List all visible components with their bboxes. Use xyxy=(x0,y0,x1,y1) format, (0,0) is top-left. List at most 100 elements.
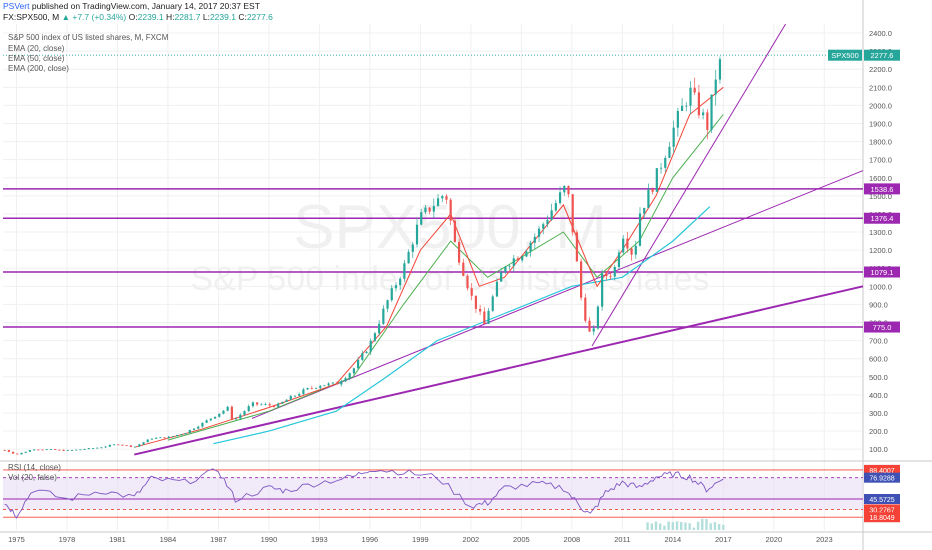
candle-body xyxy=(512,258,515,266)
time-tick-label: 1981 xyxy=(109,535,126,544)
candle-body xyxy=(209,418,212,421)
legend-ema50[interactable]: EMA (50, close) xyxy=(8,54,65,63)
candle-body xyxy=(529,242,532,252)
legend-ema20[interactable]: EMA (20, close) xyxy=(8,44,65,53)
price-tick-label: 1300.0 xyxy=(869,228,892,237)
rsi-level-label: 76.9288 xyxy=(869,476,894,483)
candle-body xyxy=(192,428,196,430)
candle-body xyxy=(378,323,381,334)
trend-line xyxy=(134,285,864,456)
volume-bar xyxy=(675,521,679,530)
candle-body xyxy=(75,449,78,451)
volume-bar xyxy=(717,524,721,530)
candle-body xyxy=(96,447,99,449)
candle-body xyxy=(125,445,128,447)
time-tick-label: 2023 xyxy=(816,535,833,544)
candle-body xyxy=(457,242,461,263)
candle-body xyxy=(62,449,65,451)
volume-bar xyxy=(680,522,683,530)
high-label: H: xyxy=(165,12,175,22)
candle-body xyxy=(251,402,255,407)
candle-body xyxy=(176,434,179,437)
candle-body xyxy=(369,340,372,352)
candle-body xyxy=(390,288,393,301)
candle-body xyxy=(411,244,414,252)
candle-body xyxy=(680,105,684,111)
candle-body xyxy=(234,418,238,420)
volume-bar xyxy=(663,525,666,530)
rsi-level-label: 18.8049 xyxy=(869,515,894,522)
candle-body xyxy=(302,389,305,395)
main-pane: SPX500 xyxy=(3,23,864,456)
candle-body xyxy=(66,450,69,451)
candle-body xyxy=(445,196,448,200)
grid xyxy=(3,24,863,530)
candle-body xyxy=(664,157,667,168)
candle-body xyxy=(104,446,107,448)
candle-body xyxy=(449,199,452,221)
candle-body xyxy=(184,433,187,435)
volume-legend[interactable]: Vol (20, false) xyxy=(8,473,57,482)
level-tag xyxy=(864,321,900,333)
candle-body xyxy=(45,449,48,451)
candle-body xyxy=(432,206,435,212)
candle-body xyxy=(323,385,326,387)
time-tick-label: 1990 xyxy=(261,535,278,544)
rsi-legend[interactable]: RSI (14, close) xyxy=(8,463,61,472)
candle-body xyxy=(335,382,339,385)
time-tick-label: 1987 xyxy=(210,535,227,544)
candle-body xyxy=(150,438,154,440)
candle-body xyxy=(226,406,229,411)
volume-bars xyxy=(646,518,725,530)
candle-body xyxy=(180,434,183,436)
candle-body xyxy=(533,236,536,243)
legend-ema200[interactable]: EMA (200, close) xyxy=(8,64,69,73)
time-tick-label: 2017 xyxy=(715,535,732,544)
close-label: C: xyxy=(238,12,247,22)
high-value: 2281.7 xyxy=(174,12,201,22)
price-tick-label: 300.0 xyxy=(869,409,888,418)
candle-body xyxy=(403,263,406,279)
author-link[interactable]: PSVert xyxy=(3,1,30,11)
candle-body xyxy=(163,437,166,439)
candle-body xyxy=(298,394,301,396)
candle-body xyxy=(592,328,595,332)
candle-body xyxy=(697,92,701,116)
last-price-tag xyxy=(864,49,900,61)
candle-body xyxy=(685,105,688,107)
candle-body xyxy=(247,406,250,412)
trend-line xyxy=(251,170,864,419)
price-tick-label: 700.0 xyxy=(869,337,888,346)
candle-body xyxy=(11,451,15,454)
price-tick-label: 1200.0 xyxy=(869,246,892,255)
volume-bar xyxy=(692,527,696,530)
price-tick-label: 1700.0 xyxy=(869,156,892,165)
candle-body xyxy=(272,405,276,407)
candle-body xyxy=(609,276,612,277)
trend-line xyxy=(591,23,787,347)
price-tick-label: 2100.0 xyxy=(869,83,892,92)
candle-body xyxy=(197,426,200,429)
volume-bar xyxy=(688,523,691,530)
candle-body xyxy=(550,210,553,220)
ema200-line xyxy=(213,206,711,445)
symbol-name[interactable]: FX:SPX500, M xyxy=(3,12,60,22)
candle-body xyxy=(365,351,368,354)
candle-body xyxy=(155,437,158,439)
candle-body xyxy=(605,273,608,277)
candle-body xyxy=(420,212,423,225)
candle-body xyxy=(37,449,40,451)
candle-body xyxy=(285,399,288,402)
time-tick-label: 2020 xyxy=(765,535,782,544)
candle-body xyxy=(462,262,465,276)
candle-body xyxy=(100,447,103,449)
candle-body xyxy=(643,207,646,214)
candle-body xyxy=(319,385,322,388)
rsi-band xyxy=(3,477,863,510)
candle-body xyxy=(281,401,284,404)
candle-body xyxy=(659,167,663,169)
volume-bar xyxy=(654,521,658,530)
rsi-level-tag xyxy=(864,512,900,523)
price-tick-label: 900.0 xyxy=(869,300,888,309)
